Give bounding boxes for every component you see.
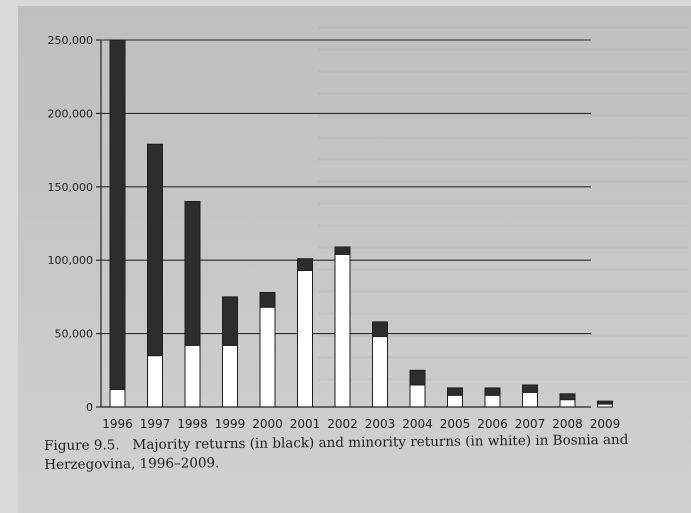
x-tick-label: 2000 [252,417,283,431]
y-tick-label: 50,000 [55,328,94,341]
bar-minority [222,344,238,408]
y-tick-labels: 0 50,000 100,000 150,000 200,000 250,000 [48,34,94,414]
x-tick-label: 2001 [290,417,321,431]
bar-minority [147,355,163,408]
bar-majority [259,291,276,308]
y-tick-label: 200,000 [48,107,94,120]
y-tick-label: 250,000 [48,34,94,47]
bar-majority [147,143,163,357]
x-tick-label: 1996 [102,417,133,431]
bar-minority [184,344,201,408]
x-tick-label: 2006 [477,417,508,431]
x-tick-label: 2008 [552,417,583,431]
x-tick-label: 2002 [327,417,358,431]
y-tick-label: 0 [86,401,93,414]
grid-layer [96,39,591,408]
bar-majority [109,39,126,390]
bar-majority [184,200,201,346]
bar-minority [109,388,126,408]
x-tick-label: 1997 [140,417,171,431]
x-tick-label: 2009 [590,417,621,431]
bar-minority [484,394,501,408]
y-tick-label: 150,000 [48,181,94,194]
axis-layer [100,40,591,408]
caption-text: Majority returns (in black) and minority… [44,431,629,473]
x-tick-label: 2007 [515,417,546,431]
bar-layer [109,39,613,408]
bar-majority [559,393,576,401]
bar-minority [334,253,351,408]
bar-minority [559,399,576,408]
figure-caption: Figure 9.5. Majority returns (in black) … [44,431,664,475]
bar-majority [447,387,463,396]
bar-majority [297,258,313,271]
y-tick-label: 100,000 [48,254,94,267]
bar-minority [409,384,426,408]
x-tick-label: 2004 [402,417,433,431]
bar-minority [372,336,388,408]
x-tick-label: 1998 [177,417,208,431]
bar-majority [484,387,501,396]
bar-majority [597,400,613,405]
bar-minority [259,306,276,408]
bar-majority [334,246,351,255]
x-tick-labels: 1996 1997 1998 1999 2000 2001 2002 2003 2004 2005… [102,417,620,431]
bar-minority [297,269,313,408]
caption-label: Figure 9.5. [44,437,120,454]
bar-majority [222,296,238,346]
bar-minority [447,394,463,408]
bar-majority [409,369,426,386]
x-tick-label: 1999 [215,417,246,431]
bar-minority [522,391,538,408]
x-tick-label: 2003 [365,417,396,431]
bar-majority [522,384,538,393]
bar-majority [372,321,388,338]
x-tick-label: 2005 [440,417,471,431]
